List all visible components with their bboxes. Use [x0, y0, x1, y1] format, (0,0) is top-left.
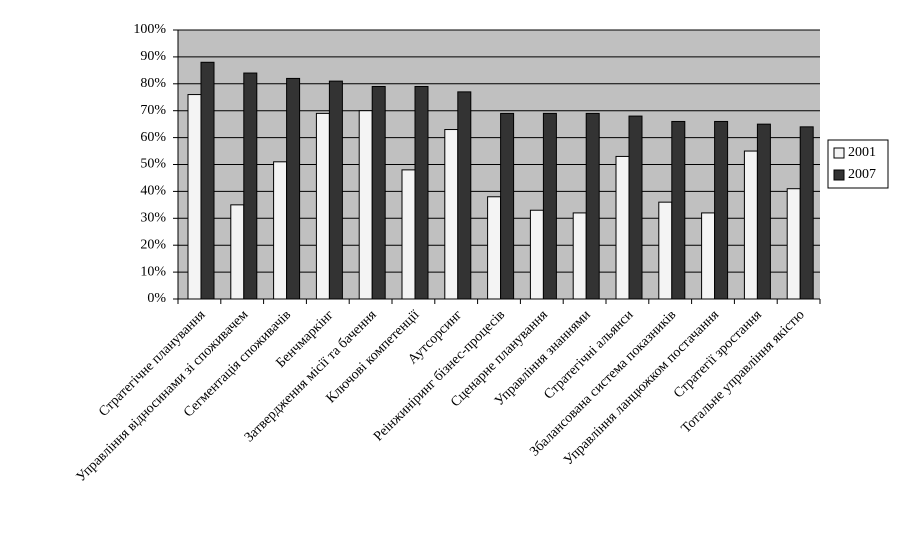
y-tick-label: 30%	[140, 211, 166, 226]
y-tick-label: 100%	[133, 22, 166, 37]
legend-label: 2007	[848, 167, 876, 182]
x-tick-label: Управління ланцюжком постачання	[561, 307, 722, 468]
bar	[230, 204, 245, 300]
y-tick-label: 50%	[140, 157, 166, 172]
bar	[358, 110, 373, 300]
bar	[585, 112, 600, 300]
bar	[542, 112, 557, 300]
bar	[658, 201, 673, 300]
bar	[457, 91, 472, 300]
bar	[286, 77, 301, 300]
bar	[714, 120, 729, 300]
bar	[328, 80, 343, 300]
bar	[243, 72, 258, 300]
bar	[572, 212, 587, 300]
y-tick-label: 20%	[140, 237, 166, 252]
y-tick-label: 80%	[140, 76, 166, 91]
bar	[786, 188, 801, 300]
y-tick-label: 90%	[140, 49, 166, 64]
bar	[187, 94, 202, 300]
bar	[615, 155, 630, 300]
bar	[500, 112, 515, 300]
bar	[401, 169, 416, 300]
bar	[200, 61, 215, 300]
bar	[414, 85, 429, 300]
legend-label: 2001	[848, 145, 876, 160]
x-tick-label: Управління відносинами зі споживачем	[74, 307, 252, 485]
y-tick-label: 40%	[140, 184, 166, 199]
legend-swatch	[833, 169, 845, 181]
y-tick-label: 60%	[140, 130, 166, 145]
bar	[671, 120, 686, 300]
y-tick-label: 70%	[140, 103, 166, 118]
bar	[487, 196, 502, 300]
bar	[756, 123, 771, 300]
bar	[799, 126, 814, 300]
bar	[701, 212, 716, 300]
y-tick-label: 10%	[140, 264, 166, 279]
bar	[371, 85, 386, 300]
bar	[529, 209, 544, 300]
bar	[743, 150, 758, 300]
legend-swatch	[833, 147, 845, 159]
bar	[315, 112, 330, 300]
bar	[628, 115, 643, 300]
bar	[444, 129, 459, 300]
bar	[273, 161, 288, 300]
y-tick-label: 0%	[147, 291, 166, 306]
